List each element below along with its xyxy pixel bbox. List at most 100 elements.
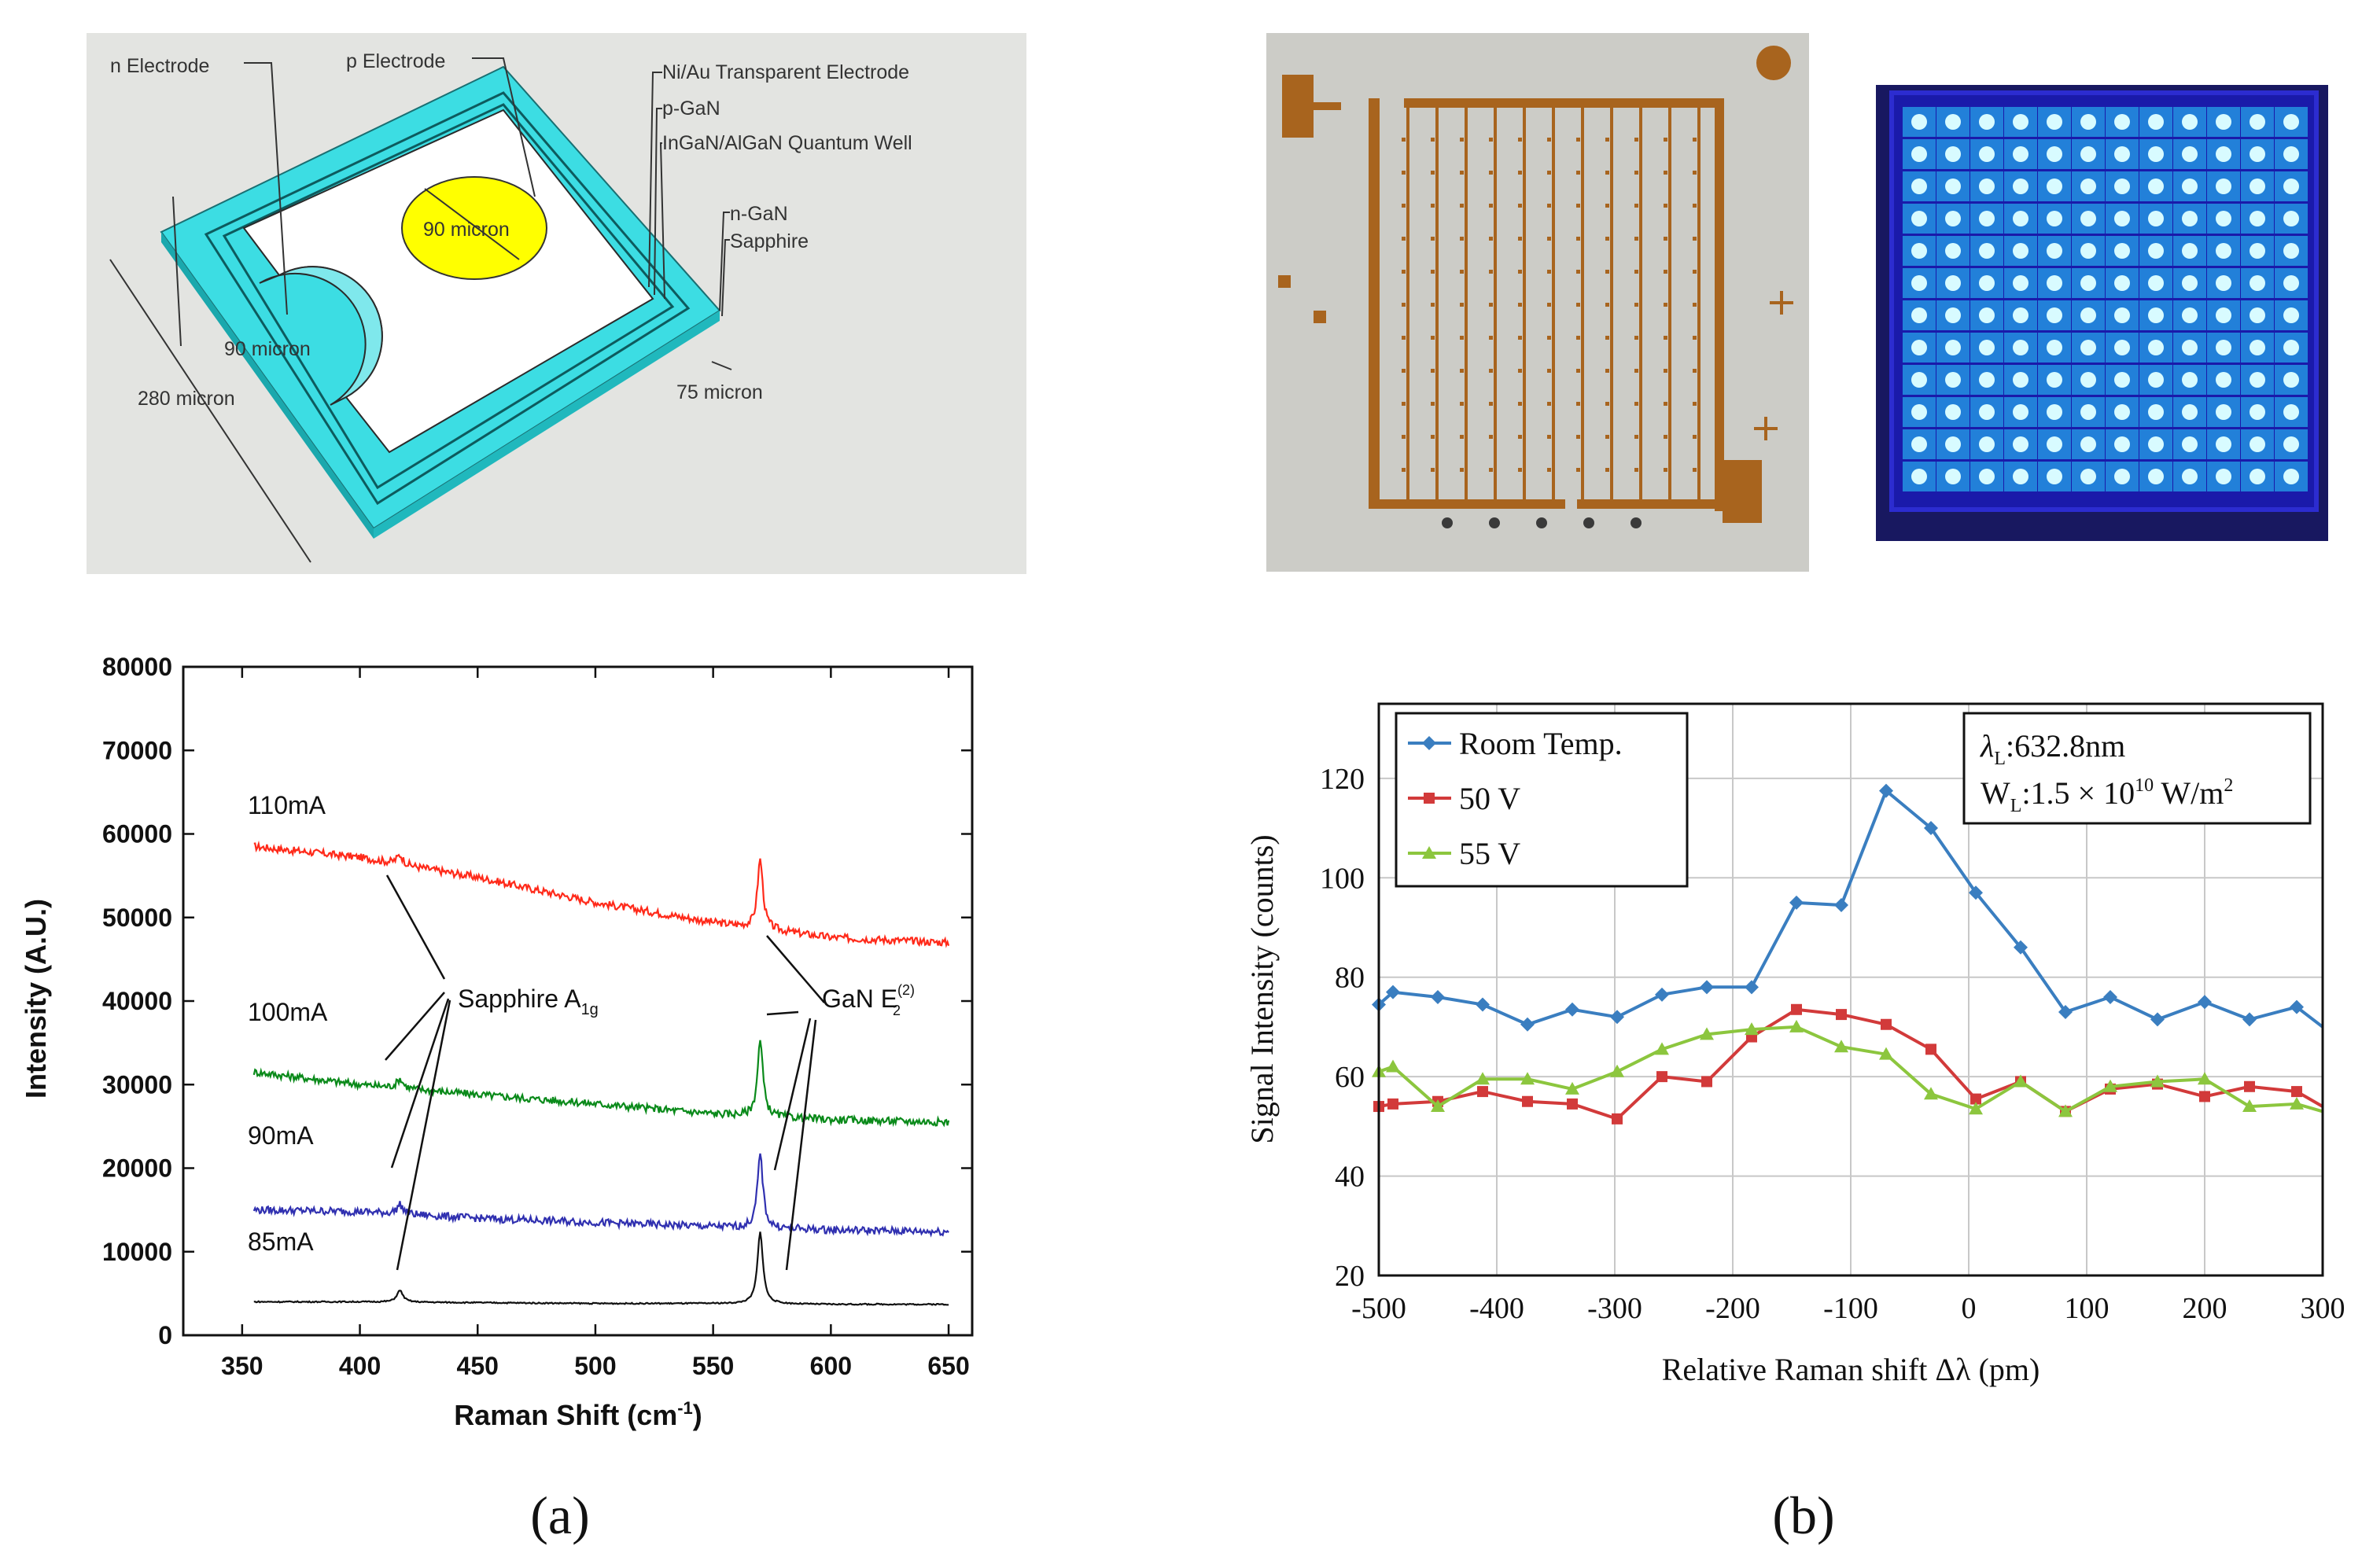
- chart-a-y-axis-label: Intensity (A.U.): [20, 899, 52, 1099]
- pcb-led-pad: [1693, 303, 1697, 307]
- substrate-side-left: [161, 232, 374, 539]
- led-dot: [2013, 211, 2028, 226]
- data-point-diamond: [2014, 940, 2028, 955]
- pcb-led-pad: [1547, 468, 1551, 472]
- pcb-led-pad: [1576, 237, 1580, 241]
- pcb-led-pad: [1489, 336, 1493, 340]
- led-dot: [2148, 179, 2164, 194]
- led-dot: [1979, 372, 1995, 388]
- led-dot: [1945, 275, 1961, 291]
- led-dot: [2250, 211, 2265, 226]
- annotation-box: [1962, 712, 2312, 825]
- pcb-led-pad: [1431, 336, 1435, 340]
- led-dot: [2283, 211, 2299, 226]
- led-dot: [2182, 469, 2198, 484]
- label-transparent-electrode: Ni/Au Transparent Electrode: [662, 61, 909, 83]
- data-point-triangle: [1700, 1027, 1714, 1040]
- data-point-triangle: [1655, 1042, 1669, 1055]
- label-edge-width: 75 micron: [676, 381, 763, 403]
- x-tick-label: 200: [2183, 1292, 2227, 1325]
- pcb-led-pad: [1547, 237, 1551, 241]
- annotation-power-value: :1.5 × 10: [2021, 775, 2135, 811]
- pcb-led-pad: [1605, 237, 1609, 241]
- led-dot: [2148, 340, 2164, 355]
- led-dot: [2080, 179, 2096, 194]
- y-tick-label: 100: [1320, 862, 1365, 895]
- led-dot: [2250, 307, 2265, 323]
- chart-b-y-axis-label: Signal Intensity (counts): [1244, 834, 1280, 1143]
- led-dot: [2148, 114, 2164, 130]
- x-axis-label-main: Raman Shift (cm: [454, 1399, 677, 1431]
- led-dot: [2013, 372, 2028, 388]
- pcb-led-pad: [1518, 237, 1522, 241]
- label-quantum-well: InGaN/AlGaN Quantum Well: [662, 132, 912, 154]
- legend-items: Room Temp. 50 V 55 V: [1408, 726, 1623, 871]
- data-point-triangle: [1386, 1059, 1400, 1073]
- pcb-led-pad: [1489, 237, 1493, 241]
- led-dot: [2250, 146, 2265, 162]
- series-line-110mA: [253, 840, 950, 948]
- led-dot: [1911, 307, 1927, 323]
- pcb-led-pad: [1431, 204, 1435, 208]
- data-point-diamond: [1655, 987, 1669, 1002]
- led-dot: [2250, 436, 2265, 452]
- pcb-led-pad: [1547, 336, 1551, 340]
- series-label: 100mA: [248, 998, 328, 1026]
- data-point-diamond: [1565, 1002, 1579, 1017]
- trench-inner: [222, 103, 675, 490]
- data-point-diamond: [1476, 997, 1490, 1012]
- data-point-diamond: [2290, 999, 2304, 1014]
- y-tick-label: 30000: [102, 1070, 172, 1099]
- led-dot: [2114, 179, 2130, 194]
- led-dot: [2250, 243, 2265, 259]
- led-dot: [2283, 243, 2299, 259]
- led-dot: [2148, 275, 2164, 291]
- led-dot: [2250, 114, 2265, 130]
- data-point-triangle: [1745, 1022, 1759, 1036]
- data-point-square: [2199, 1091, 2210, 1102]
- led-dot: [2216, 436, 2231, 452]
- led-dot: [2216, 340, 2231, 355]
- pcb-led-pad: [1693, 468, 1697, 472]
- led-dot: [1945, 469, 1961, 484]
- pcb-led-pad: [1605, 138, 1609, 142]
- pcb-traces: [1278, 46, 1791, 523]
- series-line-85mA: [253, 1231, 949, 1306]
- led-dot: [2283, 146, 2299, 162]
- led-dot: [1911, 243, 1927, 259]
- led-dot: [2182, 114, 2198, 130]
- data-point-triangle: [2058, 1104, 2073, 1117]
- led-dot: [1911, 275, 1927, 291]
- led-dot: [1979, 146, 1995, 162]
- legend-marker: [1424, 793, 1435, 804]
- x-tick-label: 300: [2301, 1292, 2345, 1325]
- led-dot: [2047, 211, 2062, 226]
- pcb-led-pad: [1605, 336, 1609, 340]
- data-point-square: [2291, 1086, 2302, 1098]
- pcb-led-pad: [1431, 237, 1435, 241]
- y-tick-label: 0: [158, 1321, 172, 1349]
- pcb-led-pad: [1518, 369, 1522, 373]
- x-tick-label: -400: [1469, 1292, 1524, 1325]
- data-point-square: [1791, 1003, 1802, 1015]
- led-dot: [1911, 114, 1927, 130]
- x-axis-label-sup: -1: [677, 1398, 693, 1418]
- pcb-led-pad: [1547, 402, 1551, 406]
- lit-led-array-photo: [1876, 85, 2328, 541]
- led-dot: [2182, 179, 2198, 194]
- annotation-sapphire-main: Sapphire A: [458, 985, 581, 1013]
- x-tick-label: 0: [1962, 1292, 1977, 1325]
- led-dot: [2250, 340, 2265, 355]
- chart-a-x-axis-label: Raman Shift (cm-1): [454, 1398, 702, 1431]
- led-dot: [2047, 436, 2062, 452]
- pcb-led-pad: [1518, 435, 1522, 439]
- data-point-square: [1477, 1086, 1488, 1098]
- data-point-triangle: [2198, 1072, 2212, 1085]
- chart-a-series: 110mA 100mA 90mA 85mA: [248, 791, 950, 1306]
- led-dot: [1979, 243, 1995, 259]
- pcb-photo: [1266, 33, 1809, 572]
- led-dot: [2148, 146, 2164, 162]
- pcb-led-pad: [1460, 204, 1464, 208]
- legend-label: Room Temp.: [1459, 726, 1623, 761]
- data-point-diamond: [1789, 895, 1804, 910]
